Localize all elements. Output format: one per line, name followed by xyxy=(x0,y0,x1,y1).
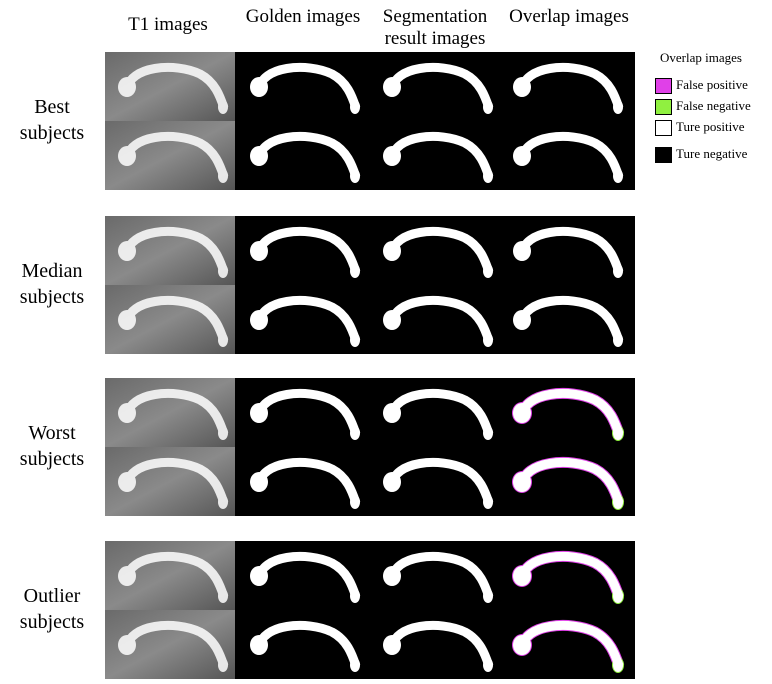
group-label: Outlier subjects xyxy=(19,585,85,633)
column-header: T1 images xyxy=(128,14,208,35)
legend-title: Overlap images xyxy=(660,50,742,65)
legend-swatch xyxy=(655,120,672,136)
black-panel xyxy=(235,541,635,679)
legend-label: Ture positive xyxy=(676,119,745,134)
group-label: Median subjects xyxy=(19,260,85,308)
column-header: Overlap images xyxy=(509,6,629,27)
black-panel xyxy=(235,52,635,190)
legend-label: False negative xyxy=(676,98,751,113)
legend-swatch xyxy=(655,78,672,94)
column-header: Segmentation result images xyxy=(382,6,488,49)
group-label: Worst subjects xyxy=(19,422,85,470)
legend-swatch xyxy=(655,147,672,163)
legend-label: False positive xyxy=(676,77,748,92)
black-panel xyxy=(235,216,635,354)
legend-label: Ture negative xyxy=(676,146,748,161)
column-header: Golden images xyxy=(245,6,361,27)
group-label: Best subjects xyxy=(19,96,85,144)
legend-swatch xyxy=(655,99,672,115)
black-panel xyxy=(235,378,635,516)
